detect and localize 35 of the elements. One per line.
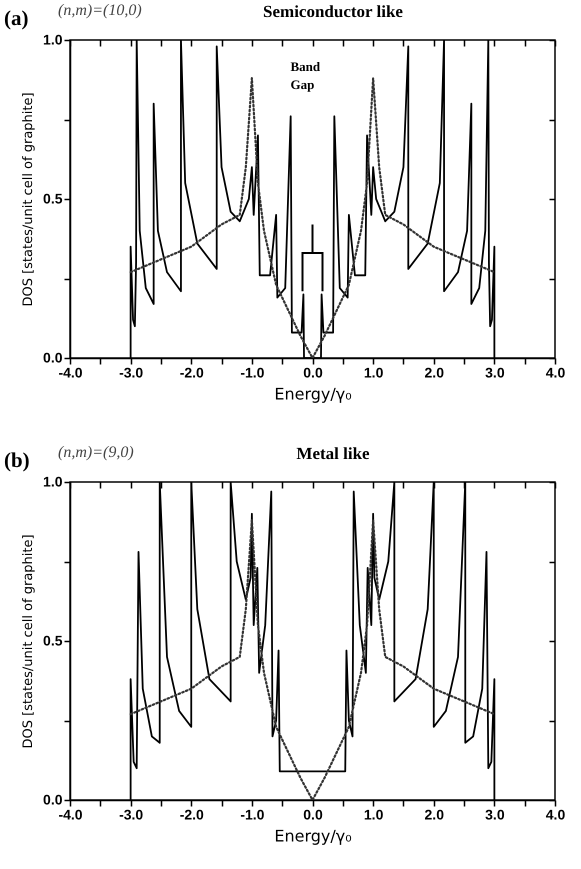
x-tick-label: -4.0 <box>58 806 83 822</box>
x-tick-label: 3.0 <box>485 364 505 380</box>
y-tick-label: 0.0 <box>43 792 63 808</box>
x-tick-label: -4.0 <box>58 364 83 380</box>
x-tick-label: 3.0 <box>485 806 505 822</box>
x-axis-title: Energy/γ₀ <box>274 384 352 404</box>
x-tick-label: 1.0 <box>364 806 384 822</box>
x-tick-label: 4.0 <box>546 806 566 822</box>
x-tick-label: -3.0 <box>119 806 144 822</box>
y-tick-label: 0.0 <box>43 350 63 366</box>
x-tick-label: 0.0 <box>303 364 323 380</box>
x-tick-label: 1.0 <box>364 364 384 380</box>
x-tick-label: -1.0 <box>240 364 265 380</box>
x-tick-label: 0.0 <box>303 806 323 822</box>
x-tick-label: 4.0 <box>546 364 566 380</box>
chart-subtitle: (n,m)=(10,0) <box>58 2 142 20</box>
x-tick-label: -3.0 <box>119 364 144 380</box>
chart-title: Metal like <box>296 444 370 463</box>
x-tick-label: -2.0 <box>180 806 204 822</box>
y-tick-label: 0.5 <box>43 632 63 648</box>
x-axis-title: Energy/γ₀ <box>274 826 352 846</box>
x-tick-label: 2.0 <box>424 806 444 822</box>
x-tick-label: -2.0 <box>180 364 204 380</box>
text: (b) <box>4 448 30 473</box>
y-tick-label: 1.0 <box>43 474 63 490</box>
y-tick-label: 1.0 <box>43 32 63 48</box>
y-tick-label: 0.5 <box>43 190 63 206</box>
chart-title: Semiconductor like <box>263 2 403 21</box>
x-tick-label: 2.0 <box>424 364 444 380</box>
y-axis-title: DOS [states/unit cell of graphite] <box>21 534 36 749</box>
chart-subtitle: (n,m)=(9,0) <box>58 444 134 462</box>
annotation: Band Gap <box>290 58 322 94</box>
x-tick-label: -1.0 <box>240 806 265 822</box>
y-axis-title: DOS [states/unit cell of graphite] <box>21 92 36 307</box>
text: (a) <box>4 6 28 31</box>
